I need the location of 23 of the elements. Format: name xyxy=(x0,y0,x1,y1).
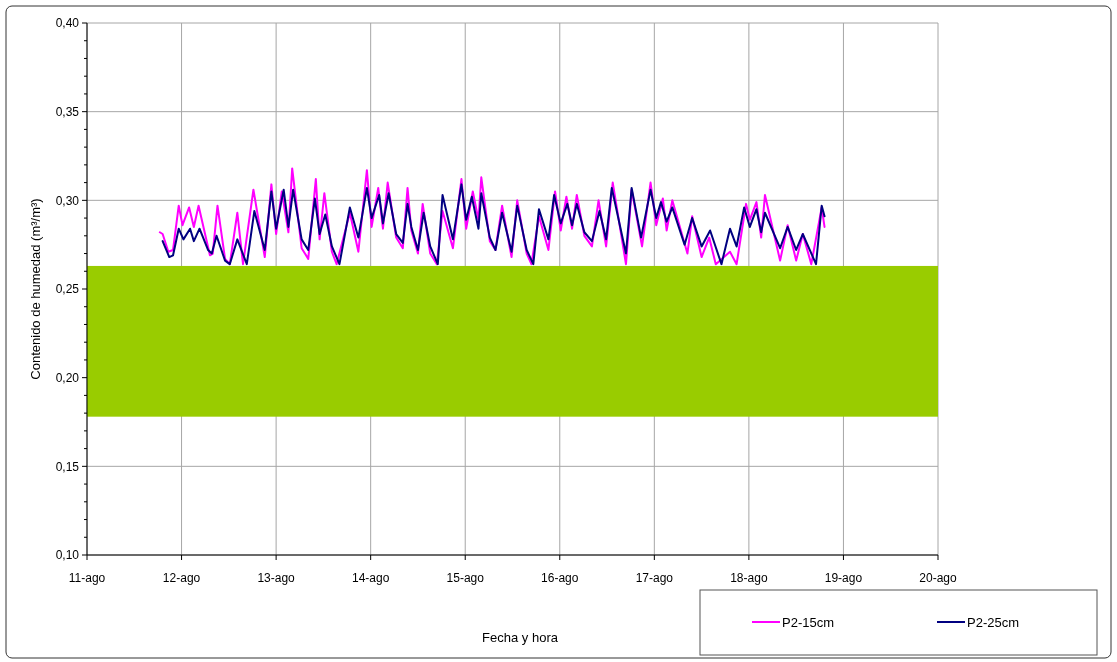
x-tick-label: 15-ago xyxy=(446,571,485,585)
y-axis-title: Contenido de humedad (m³/m³) xyxy=(28,198,43,380)
x-tick-label: 14-ago xyxy=(351,571,390,585)
x-tick-label: 13-ago xyxy=(257,571,296,585)
legend-label: P2-15cm xyxy=(782,614,835,630)
y-tick-label: 0,30 xyxy=(55,193,80,208)
x-tick-label: 12-ago xyxy=(162,571,201,585)
x-tick-label: 20-ago xyxy=(919,571,957,585)
y-tick-label: 0,10 xyxy=(55,548,80,563)
line-series xyxy=(158,167,826,266)
x-tick-label: 11-ago xyxy=(68,571,106,585)
legend-label: P2-25cm xyxy=(967,614,1020,630)
x-tick-label: 16-ago xyxy=(541,571,579,585)
x-tick-label: 19-ago xyxy=(824,571,863,585)
x-tick-label: 18-ago xyxy=(730,571,768,585)
y-tick-label: 0,20 xyxy=(55,370,80,385)
y-tick-label: 0,35 xyxy=(55,104,80,119)
y-tick-label: 0,25 xyxy=(55,282,80,297)
x-tick-label: 17-ago xyxy=(635,571,674,585)
line-series xyxy=(161,183,826,266)
y-tick-label: 0,15 xyxy=(55,459,80,474)
x-axis-title: Fecha y hora xyxy=(482,630,559,645)
y-tick-label: 0,40 xyxy=(55,16,80,31)
